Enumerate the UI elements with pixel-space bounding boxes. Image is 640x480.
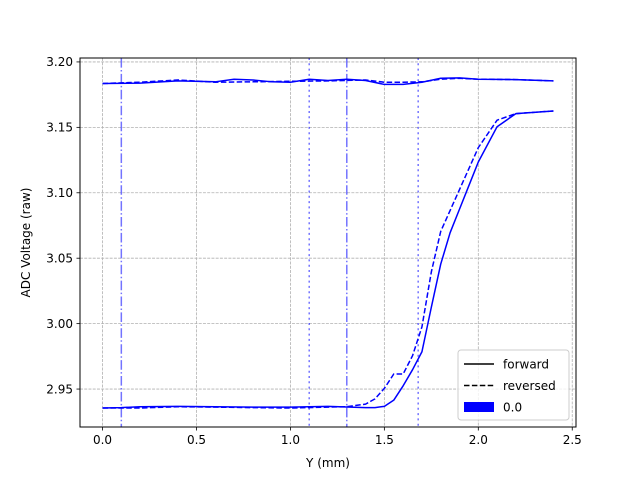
grid <box>80 58 576 427</box>
x-tick-label: 2.5 <box>563 433 582 447</box>
x-tick-label: 0.5 <box>187 433 206 447</box>
y-tick-label: 3.10 <box>46 186 73 200</box>
forward-series-line <box>102 77 554 86</box>
y-tick-label: 3.05 <box>46 252 73 266</box>
x-tick-label: 2.0 <box>469 433 488 447</box>
y-axis-label: ADC Voltage (raw) <box>19 188 33 298</box>
reversed-series-line <box>102 77 554 85</box>
y-tick-label: 3.00 <box>46 317 73 331</box>
legend-label: 0.0 <box>503 400 522 414</box>
legend-label: forward <box>503 357 549 371</box>
y-tick-label: 2.95 <box>46 382 73 396</box>
x-axis-label: Y (mm) <box>305 456 350 470</box>
reversed-series-line <box>102 110 554 409</box>
x-tick-label: 0.0 <box>93 433 112 447</box>
legend-entries: forward reversed 0.0 <box>464 357 556 414</box>
legend-swatch-patch <box>464 402 494 412</box>
y-tick-label: 3.15 <box>46 121 73 135</box>
plot-series <box>102 77 554 409</box>
legend: forward reversed 0.0 <box>457 349 570 421</box>
legend-label: reversed <box>503 379 556 393</box>
y-tick-label: 3.20 <box>46 55 73 69</box>
axes-frame <box>79 57 577 428</box>
x-tick-label: 1.0 <box>281 433 300 447</box>
x-tick-label: 1.5 <box>375 433 394 447</box>
x-axis-ticks: 0.0 0.5 1.0 1.5 2.0 2.5 <box>93 427 582 447</box>
y-axis-ticks: 2.95 3.00 3.05 3.10 3.15 3.20 <box>46 55 80 396</box>
vertical-markers <box>120 58 419 427</box>
